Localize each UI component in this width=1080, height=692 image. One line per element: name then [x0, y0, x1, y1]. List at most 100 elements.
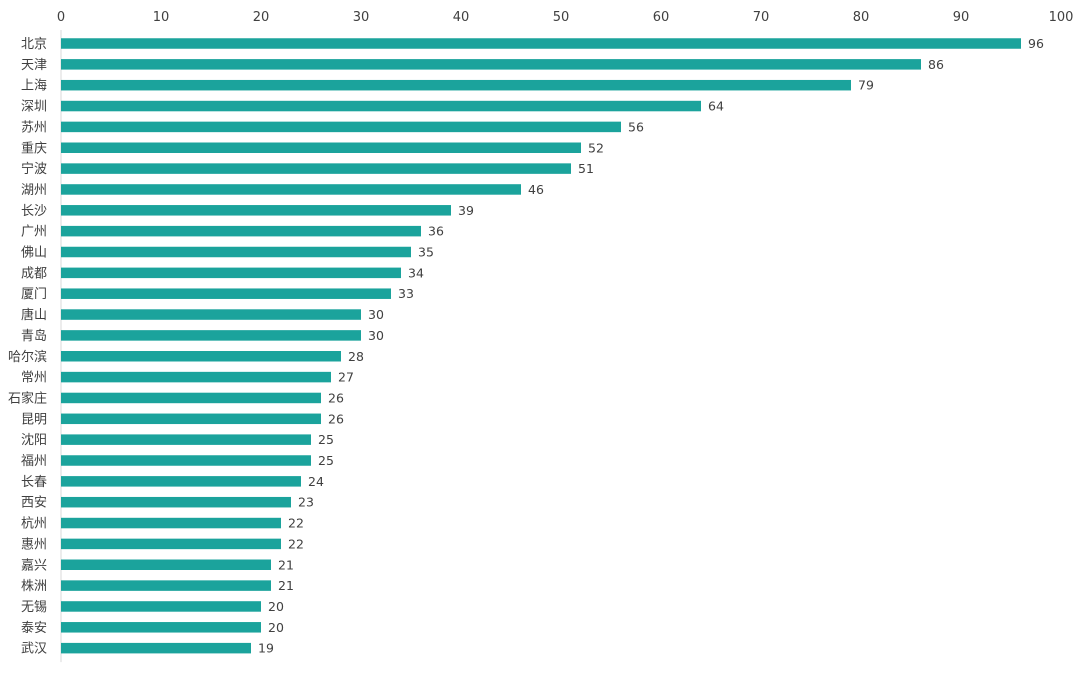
data-label: 20	[268, 599, 284, 614]
bar	[61, 330, 361, 341]
x-tick-label: 90	[953, 10, 970, 25]
bar	[61, 622, 261, 633]
category-label: 成都	[21, 266, 47, 281]
category-label: 惠州	[21, 537, 47, 552]
bar	[61, 288, 391, 299]
bar	[61, 59, 921, 70]
data-label: 51	[578, 161, 594, 176]
category-label: 广州	[21, 225, 47, 240]
bar	[61, 434, 311, 445]
category-label: 佛山	[21, 246, 47, 261]
data-label: 22	[288, 536, 304, 551]
bar	[61, 580, 271, 591]
category-label: 天津	[21, 58, 47, 73]
bar	[61, 413, 321, 425]
bar	[61, 79, 851, 91]
category-label: 上海	[21, 79, 47, 94]
category-label: 北京	[21, 37, 47, 52]
bar	[61, 642, 251, 654]
data-label: 36	[428, 224, 444, 239]
category-label: 哈尔滨	[8, 349, 47, 365]
category-label: 嘉兴	[21, 558, 47, 573]
category-label: 株洲	[21, 579, 47, 594]
category-label: 沈阳	[21, 433, 47, 448]
x-tick-label: 70	[753, 10, 770, 25]
x-tick-label: 10	[153, 10, 170, 25]
data-label: 30	[368, 328, 384, 343]
data-label: 28	[348, 349, 364, 364]
bar	[61, 455, 311, 466]
data-label: 24	[308, 474, 324, 489]
bar	[61, 392, 321, 404]
bar	[61, 517, 281, 529]
bar	[61, 225, 421, 237]
data-label: 20	[268, 620, 284, 635]
x-tick-label: 60	[653, 10, 670, 25]
x-axis: 0 10 20 30 40 50 60 70 80 90 100	[57, 10, 1074, 25]
bar	[61, 496, 291, 508]
bar	[61, 100, 701, 112]
data-label: 96	[1028, 36, 1044, 51]
bar	[61, 205, 451, 216]
data-label: 21	[278, 557, 294, 572]
category-label: 湖州	[21, 183, 47, 198]
bar	[61, 267, 401, 279]
category-label: 石家庄	[8, 390, 47, 406]
category-label: 深圳	[21, 100, 47, 115]
bar	[61, 559, 271, 570]
x-tick-label: 0	[57, 10, 65, 25]
category-label: 厦门	[21, 287, 47, 302]
x-tick-label: 50	[553, 10, 570, 25]
data-label: 56	[628, 119, 644, 134]
data-label: 22	[288, 516, 304, 531]
category-label: 杭州	[21, 517, 47, 532]
data-label: 52	[588, 140, 604, 155]
category-label: 重庆	[21, 140, 47, 156]
x-tick-label: 80	[853, 10, 870, 25]
category-label: 武汉	[21, 642, 47, 657]
category-label: 宁波	[21, 161, 47, 177]
x-tick-label: 30	[353, 10, 370, 25]
category-label: 青岛	[21, 328, 47, 344]
category-label: 苏州	[21, 119, 47, 135]
category-label: 昆明	[21, 412, 47, 427]
bar	[61, 38, 1021, 49]
category-labels: 北京天津上海深圳苏州重庆宁波湖州长沙广州佛山成都厦门唐山青岛哈尔滨常州石家庄昆明…	[8, 37, 47, 657]
data-label: 34	[408, 265, 424, 280]
category-label: 无锡	[21, 600, 47, 615]
x-tick-label: 20	[253, 10, 270, 25]
data-label: 30	[368, 307, 384, 322]
data-label: 21	[278, 578, 294, 593]
data-label: 19	[258, 641, 274, 656]
bar	[61, 184, 521, 195]
category-label: 常州	[21, 371, 47, 386]
bar	[61, 121, 621, 133]
bar	[61, 246, 411, 258]
data-label: 33	[398, 286, 414, 301]
data-label: 25	[318, 453, 334, 468]
category-label: 泰安	[21, 621, 47, 636]
bar	[61, 601, 261, 612]
category-label: 福州	[21, 454, 47, 469]
bar	[61, 476, 301, 487]
data-label: 64	[708, 99, 724, 114]
data-label: 86	[928, 57, 944, 72]
data-label: 35	[418, 245, 434, 260]
x-tick-label: 40	[453, 10, 470, 25]
data-label: 27	[338, 370, 354, 385]
category-label: 西安	[21, 496, 47, 511]
value-labels: 96 86 79 64 56 52 51 46 39 36 35 34 33 30 30 28 27 26 26 25…	[258, 36, 1044, 656]
category-label: 长沙	[21, 204, 47, 219]
bars	[61, 38, 1021, 654]
data-label: 79	[858, 78, 874, 93]
bar	[61, 142, 581, 153]
category-label: 唐山	[21, 307, 47, 323]
bar	[61, 163, 571, 174]
data-label: 23	[298, 495, 314, 510]
bar	[61, 371, 331, 383]
data-label: 39	[458, 203, 474, 218]
data-label: 26	[328, 411, 344, 426]
data-label: 25	[318, 432, 334, 447]
bar	[61, 538, 281, 550]
